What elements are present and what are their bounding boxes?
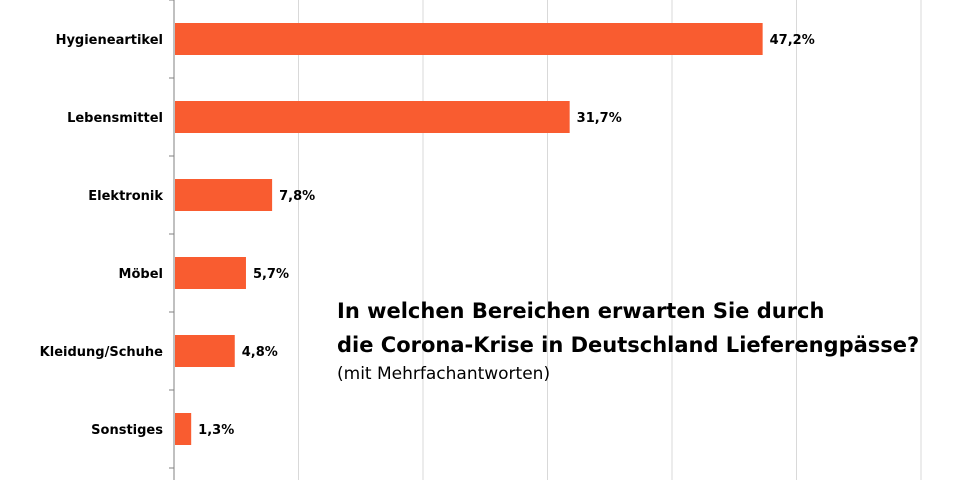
bars — [175, 23, 763, 445]
bar — [175, 179, 273, 211]
bar — [175, 101, 570, 133]
value-label: 4,8% — [242, 345, 278, 360]
chart-title-line-1: In welchen Bereichen erwarten Sie durch — [337, 299, 825, 323]
value-label: 7,8% — [279, 189, 315, 204]
bar — [175, 335, 235, 367]
category-label: Hygieneartikel — [56, 33, 163, 48]
category-label: Möbel — [119, 267, 163, 282]
bar — [175, 413, 192, 445]
value-label: 5,7% — [253, 267, 289, 282]
category-labels: Hygieneartikel Lebensmittel Elektronik Möbe… — [40, 33, 164, 438]
chart-subtitle: (mit Mehrfachantworten) — [337, 364, 551, 384]
category-label: Sonstiges — [91, 423, 163, 438]
category-label: Lebensmittel — [67, 111, 163, 126]
chart-title-line-2: die Corona-Krise in Deutschland Lieferen… — [337, 333, 920, 357]
chart-title-box: In welchen Bereichen erwarten Sie durch … — [337, 294, 947, 386]
value-label: 31,7% — [577, 111, 622, 126]
bar — [175, 23, 763, 55]
value-label: 47,2% — [770, 33, 815, 48]
category-label: Elektronik — [88, 189, 163, 204]
category-label: Kleidung/Schuhe — [40, 345, 164, 360]
value-label: 1,3% — [198, 423, 234, 438]
bar — [175, 257, 246, 289]
y-axis — [169, 0, 175, 480]
grid-lines — [298, 0, 922, 480]
value-labels: 47,2% 31,7% 7,8% 5,7% 4,8% 1,3% — [198, 33, 815, 438]
